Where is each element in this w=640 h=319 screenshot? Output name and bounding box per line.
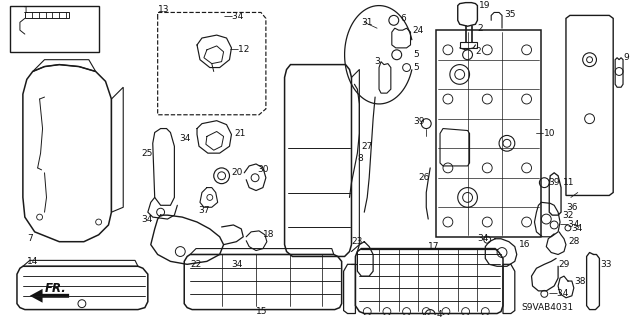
Text: 31: 31 (362, 18, 373, 27)
Text: 14: 14 (27, 257, 38, 266)
Text: 23: 23 (351, 237, 363, 246)
Text: 37: 37 (198, 206, 209, 215)
Text: 22: 22 (190, 260, 202, 269)
Text: 2: 2 (476, 47, 481, 56)
Text: 8: 8 (357, 153, 363, 163)
Text: 4: 4 (436, 310, 442, 319)
Text: 34: 34 (571, 224, 582, 234)
Text: 13: 13 (157, 5, 169, 14)
Text: 29: 29 (558, 260, 570, 269)
Text: 35: 35 (504, 10, 515, 19)
Text: 6: 6 (401, 14, 406, 23)
Text: 38: 38 (574, 277, 586, 286)
Text: 20: 20 (232, 168, 243, 177)
Text: 3: 3 (374, 57, 380, 66)
Text: —34: —34 (548, 289, 568, 298)
Text: 17: 17 (428, 242, 440, 251)
Text: 34: 34 (232, 260, 243, 269)
Text: 18: 18 (263, 230, 275, 239)
Text: 34: 34 (141, 215, 152, 224)
Text: 5: 5 (413, 50, 419, 59)
Text: 34: 34 (477, 234, 489, 243)
Text: 15: 15 (256, 307, 268, 316)
Text: 39: 39 (548, 178, 560, 187)
Text: 7: 7 (27, 234, 33, 243)
Text: —34: —34 (223, 12, 244, 21)
Text: 26: 26 (419, 173, 430, 182)
Text: 34: 34 (179, 134, 191, 143)
Text: 2: 2 (477, 24, 483, 33)
Text: —34: —34 (559, 220, 579, 229)
Text: 27: 27 (362, 142, 372, 151)
Text: 16: 16 (519, 240, 530, 249)
Text: —12: —12 (230, 45, 250, 54)
Text: S9VAB4031: S9VAB4031 (522, 303, 574, 312)
Text: 36: 36 (566, 203, 577, 212)
Text: 19: 19 (479, 1, 491, 10)
Polygon shape (30, 289, 69, 303)
Text: 21: 21 (234, 129, 246, 138)
Text: FR.: FR. (45, 282, 67, 295)
Text: 25: 25 (141, 149, 152, 158)
Text: 39: 39 (413, 117, 425, 126)
Text: 11: 11 (563, 178, 575, 187)
Text: 33: 33 (600, 260, 612, 269)
Text: 9: 9 (623, 53, 628, 62)
Text: 32: 32 (562, 211, 573, 219)
Text: 28: 28 (568, 237, 579, 246)
Text: 24: 24 (413, 26, 424, 35)
Text: 10: 10 (544, 129, 556, 138)
Text: 5: 5 (413, 63, 419, 72)
Text: 1: 1 (23, 6, 29, 15)
Text: 30: 30 (257, 165, 269, 174)
